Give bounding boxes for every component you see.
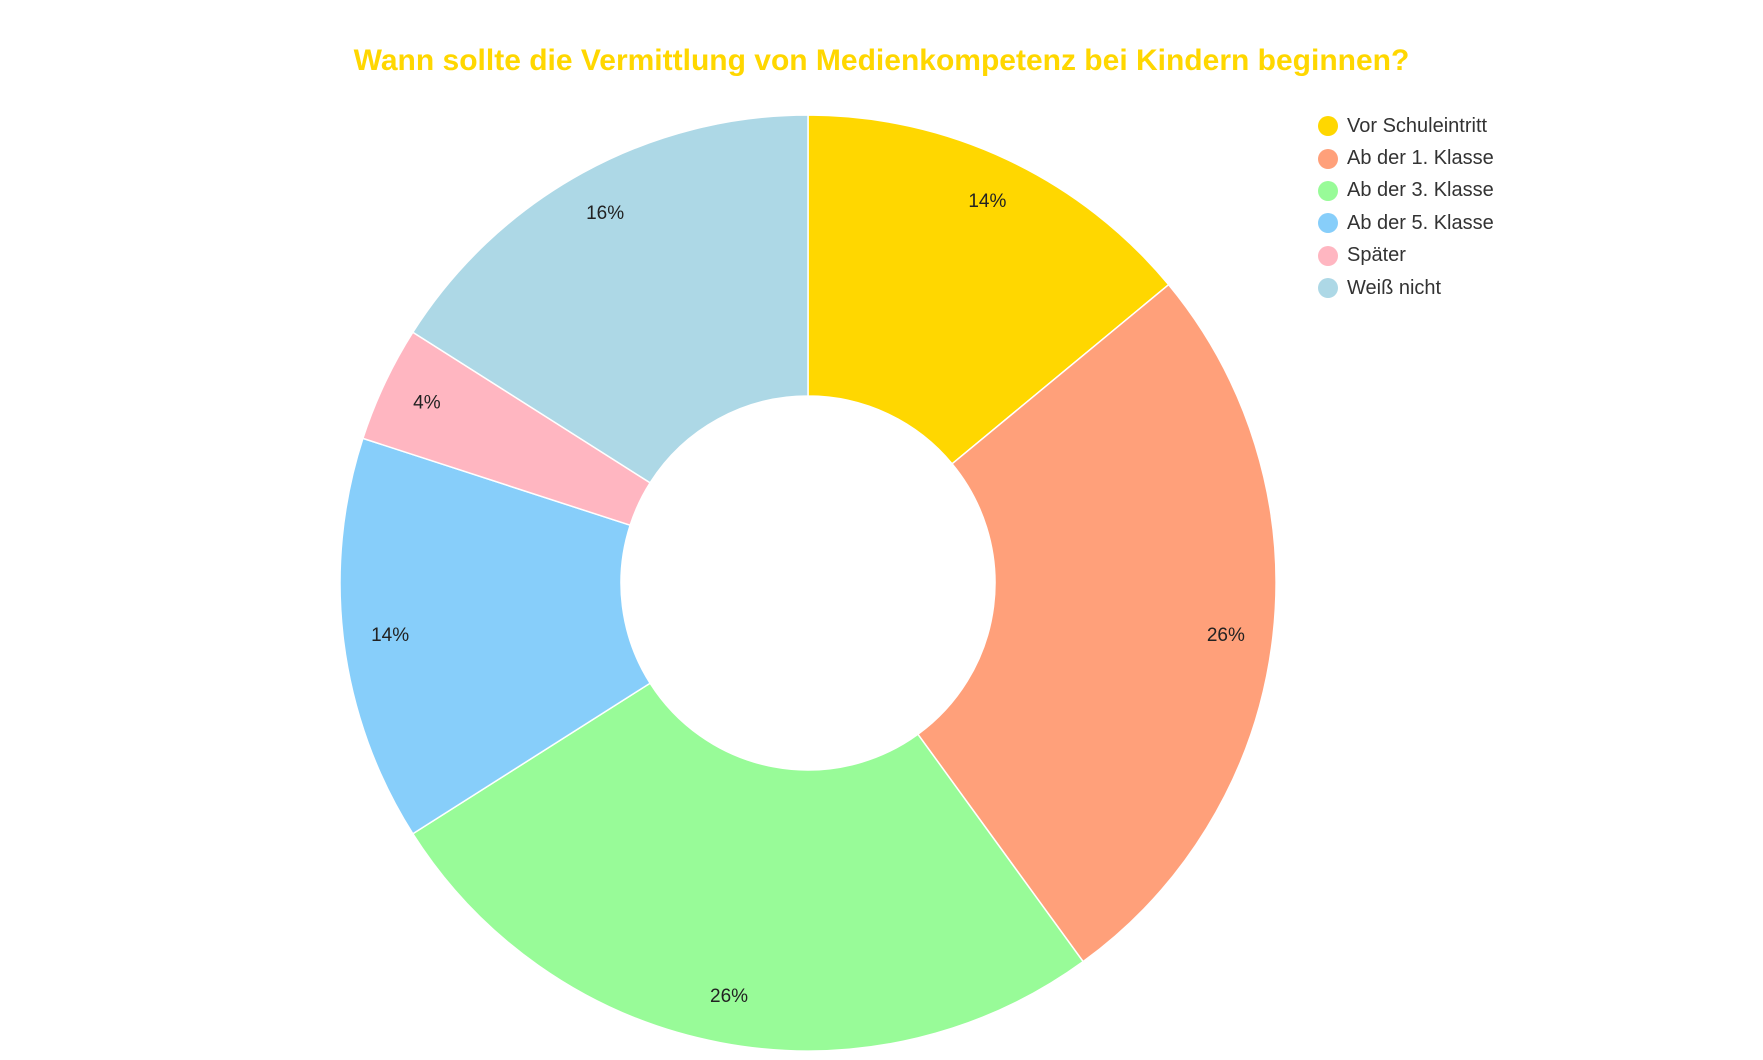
slice-percent-label: 4% [413, 393, 441, 414]
donut-slice[interactable] [411, 114, 809, 484]
donut-slice[interactable] [339, 437, 652, 835]
legend-item-ab-5-klasse[interactable]: Ab der 5. Klasse [1318, 207, 1494, 239]
slice-percent-label: 14% [371, 625, 409, 646]
legend-swatch-icon [1318, 180, 1338, 201]
legend-swatch-icon [1318, 278, 1338, 299]
donut-slices [339, 114, 1277, 1052]
legend-item-ab-1-klasse[interactable]: Ab der 1. Klasse [1318, 142, 1494, 174]
legend-label: Ab der 3. Klasse [1347, 179, 1494, 202]
slice-labels: 14% 26% 26% 14% 4% 16% [371, 191, 1245, 1007]
slice-percent-label: 14% [968, 191, 1006, 212]
legend-label: Vor Schuleintritt [1347, 114, 1488, 137]
legend-label: Ab der 5. Klasse [1347, 211, 1494, 234]
legend-swatch-icon [1318, 245, 1338, 266]
legend: Vor Schuleintritt Ab der 1. Klasse Ab de… [1318, 110, 1494, 304]
legend-label: Später [1347, 244, 1406, 267]
legend-item-weiss-nicht[interactable]: Weiß nicht [1318, 272, 1494, 304]
legend-label: Ab der 1. Klasse [1347, 147, 1494, 170]
legend-swatch-icon [1318, 116, 1338, 137]
legend-swatch-icon [1318, 213, 1338, 234]
chart-title: Wann sollte die Vermittlung von Medienko… [353, 44, 1410, 77]
donut-slice[interactable] [411, 682, 1085, 1052]
legend-swatch-icon [1318, 148, 1338, 169]
legend-item-ab-3-klasse[interactable]: Ab der 3. Klasse [1318, 175, 1494, 207]
legend-label: Weiß nicht [1347, 276, 1442, 299]
legend-item-spaeter[interactable]: Später [1318, 240, 1494, 272]
slice-percent-label: 16% [586, 203, 624, 224]
slice-percent-label: 26% [1207, 625, 1245, 646]
legend-item-vor-schuleintritt[interactable]: Vor Schuleintritt [1318, 110, 1494, 142]
slice-percent-label: 26% [710, 986, 748, 1007]
donut-slice[interactable] [807, 114, 1170, 465]
donut-slice[interactable] [916, 283, 1277, 963]
